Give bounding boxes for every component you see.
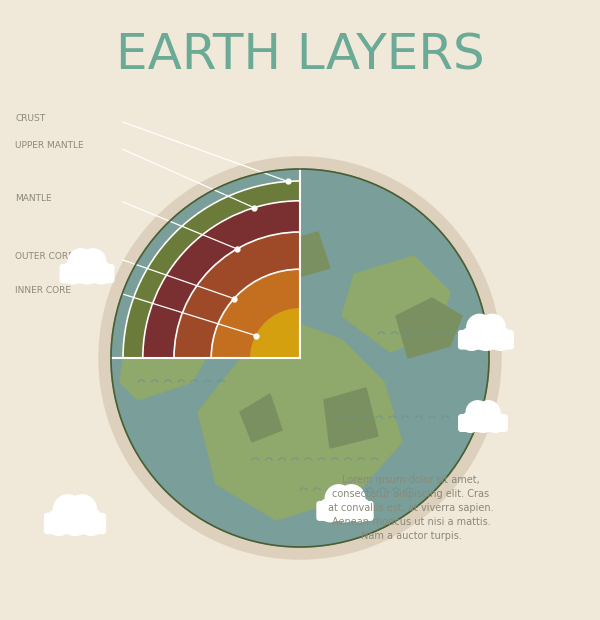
FancyBboxPatch shape — [458, 330, 514, 349]
Circle shape — [90, 262, 112, 284]
Text: INNER CORE: INNER CORE — [15, 286, 71, 295]
Circle shape — [328, 489, 362, 521]
Text: MANTLE: MANTLE — [15, 194, 52, 203]
Circle shape — [325, 485, 352, 512]
Polygon shape — [240, 394, 282, 442]
Polygon shape — [324, 388, 378, 448]
Circle shape — [467, 314, 493, 340]
Circle shape — [53, 495, 83, 524]
Circle shape — [46, 510, 72, 535]
Polygon shape — [342, 256, 450, 352]
Wedge shape — [211, 269, 300, 358]
Circle shape — [466, 401, 489, 423]
Circle shape — [71, 252, 103, 284]
FancyBboxPatch shape — [44, 513, 106, 533]
Text: CRUST: CRUST — [15, 114, 45, 123]
Circle shape — [62, 262, 84, 284]
Text: EARTH LAYERS: EARTH LAYERS — [116, 31, 484, 79]
Circle shape — [67, 495, 97, 524]
Text: Lorem ipsum dolor sit amet,
consectetur adipiscing elit. Cras
at convallis est, : Lorem ipsum dolor sit amet, consectetur … — [328, 475, 494, 541]
Wedge shape — [123, 181, 300, 358]
Circle shape — [489, 327, 512, 350]
Circle shape — [56, 498, 94, 535]
Wedge shape — [143, 201, 300, 358]
FancyBboxPatch shape — [60, 265, 114, 283]
Circle shape — [469, 404, 497, 432]
FancyBboxPatch shape — [459, 415, 507, 432]
Circle shape — [479, 314, 505, 340]
Wedge shape — [174, 232, 300, 358]
FancyBboxPatch shape — [317, 502, 373, 520]
Circle shape — [477, 401, 500, 423]
Text: OUTER CORE: OUTER CORE — [15, 252, 74, 261]
Circle shape — [80, 249, 106, 274]
Circle shape — [348, 498, 371, 521]
Circle shape — [319, 498, 342, 521]
Circle shape — [460, 412, 481, 432]
Polygon shape — [396, 298, 462, 358]
Polygon shape — [276, 232, 330, 280]
Circle shape — [470, 317, 502, 350]
Circle shape — [99, 157, 501, 559]
Circle shape — [485, 412, 506, 432]
Circle shape — [111, 169, 489, 547]
Circle shape — [68, 249, 94, 274]
Polygon shape — [198, 322, 402, 520]
Wedge shape — [251, 309, 300, 358]
Text: UPPER MANTLE: UPPER MANTLE — [15, 141, 83, 150]
Circle shape — [78, 510, 104, 535]
Circle shape — [460, 327, 483, 350]
Polygon shape — [120, 322, 216, 400]
Circle shape — [338, 485, 365, 512]
